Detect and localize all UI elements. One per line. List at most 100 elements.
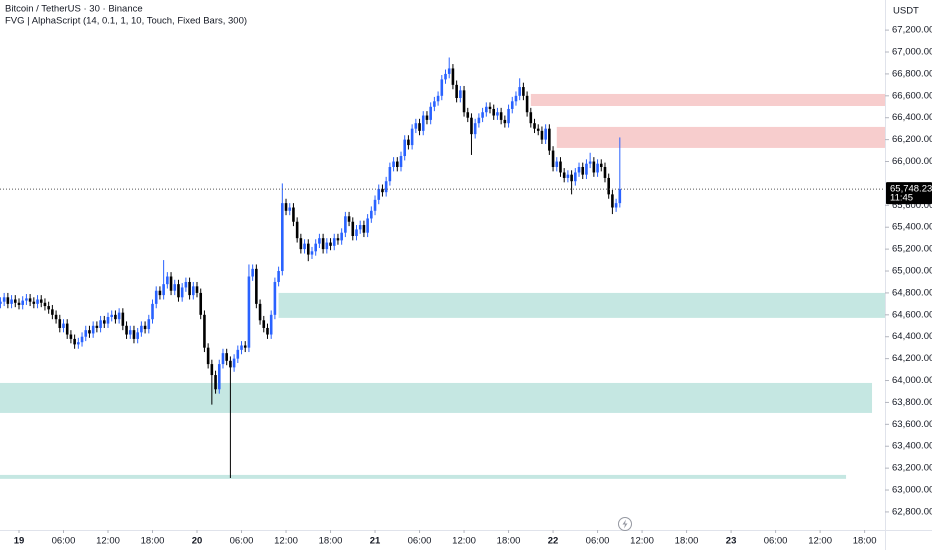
candle-body [607,177,610,195]
candle-body [158,290,162,296]
y-tick-label: 63,000.00 [892,485,932,496]
candle-body [496,112,499,116]
y-tick-label: 67,200.00 [892,25,932,36]
candle-body [459,90,462,99]
candle-body [544,128,547,140]
y-tick-label: 65,200.00 [892,244,932,255]
x-tick-label: 12:00 [808,536,832,547]
candle-body [429,106,432,120]
candle-body [292,207,295,222]
candle-body [195,286,199,293]
candle-body [358,225,362,230]
candle-body [410,128,414,146]
candle-body [240,345,243,350]
candle-body [447,68,451,74]
x-tick-label: 18:00 [141,536,165,547]
x-tick-label: 18:00 [319,536,343,547]
candle-body [507,108,510,124]
candle-body [455,84,458,99]
candle-body [221,353,225,365]
candle-body [0,301,2,304]
fvg-zone [0,474,847,479]
candle-body [395,161,399,167]
candle-body [28,298,32,302]
candle-body [69,334,73,339]
candle-body [128,330,132,335]
candle-body [344,216,347,233]
candle-body [151,303,154,320]
candle-body [88,330,91,334]
candle-body [373,199,377,211]
candle-body [611,194,614,208]
candle-body [614,203,618,208]
candle-body [110,314,114,318]
x-tick-label: 18:00 [675,536,699,547]
candle-body [559,161,562,173]
candle-body [525,95,529,113]
candle-body [95,325,99,328]
candle-body [436,95,440,102]
y-tick-label: 64,200.00 [892,353,932,364]
x-tick-label: 12:00 [96,536,120,547]
last-price-label: 65,748.23 [890,184,932,195]
candle-body [21,300,24,305]
candle-body [232,358,236,368]
y-tick-label: 65,600.00 [892,200,932,211]
y-tick-label: 63,600.00 [892,419,932,430]
candle-body [51,309,54,315]
candle-body [36,299,39,304]
candle-body [102,320,106,324]
candle-body [329,242,332,246]
candle-body [585,163,588,175]
y-tick-label: 66,400.00 [892,112,932,123]
candle-body [599,163,603,167]
candle-body [510,101,514,109]
candle-body [306,243,310,255]
candle-body [421,115,425,131]
x-tick-label: 06:00 [52,536,76,547]
candle-body [485,106,488,113]
candle-body [366,218,369,233]
candle-body [188,281,191,296]
candle-body [236,349,240,359]
candle-body [203,314,206,348]
y-tick-label: 65,400.00 [892,222,932,233]
candle-body [347,216,351,222]
candle-body [477,117,481,124]
candle-body [169,276,173,291]
candle-body [362,225,366,233]
y-tick-label: 66,200.00 [892,134,932,145]
candle-body [54,314,58,320]
currency-label: USDT [893,6,919,17]
candle-body [299,238,303,250]
replay-icon[interactable] [618,517,632,531]
candle-body [255,268,258,304]
x-tick-label: 06:00 [764,536,788,547]
candle-body [444,73,447,80]
candle-body [318,238,321,244]
candle-body [492,108,496,116]
candle-body [39,299,43,303]
candle-body [262,320,266,328]
candle-body [384,181,388,193]
candle-body [6,297,10,304]
candle-body [377,188,381,200]
y-tick-label: 64,600.00 [892,309,932,320]
candle-body [243,345,247,348]
y-tick-label: 64,400.00 [892,331,932,342]
candle-body [514,95,518,102]
candle-body [529,112,533,124]
candle-body [266,327,269,335]
candle-body [147,319,151,330]
candle-body [540,130,544,140]
candle-body [499,112,503,120]
candle-body [381,188,384,193]
last-price-box [886,182,932,205]
candle-body [473,123,477,135]
candle-body [284,203,288,211]
candle-body [65,323,69,335]
candle-body [140,325,143,333]
candle-body [503,119,507,124]
